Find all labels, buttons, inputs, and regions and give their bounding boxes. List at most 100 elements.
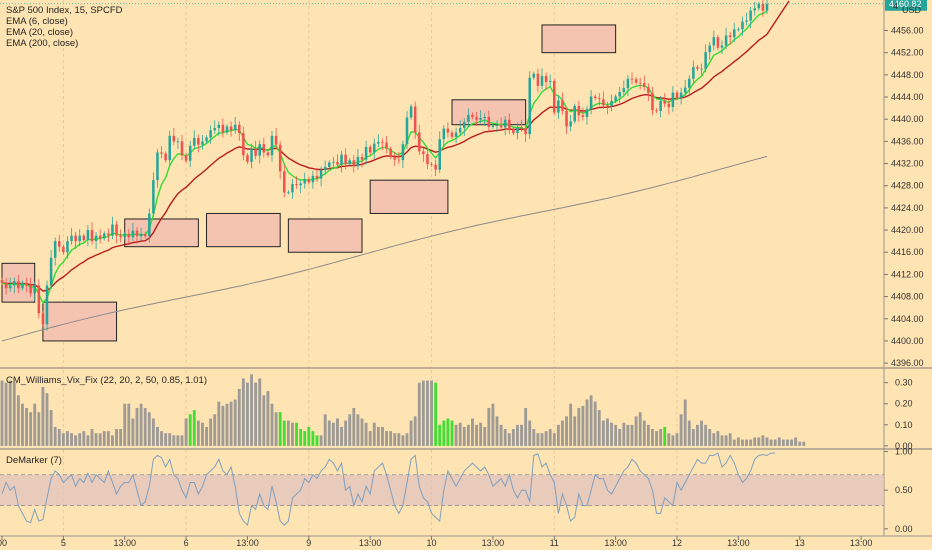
candle-body — [606, 105, 609, 107]
vix-bar — [86, 435, 90, 446]
candle-body — [467, 114, 470, 122]
vix-bar — [344, 420, 348, 446]
candle-body — [340, 154, 343, 165]
vix-bar — [487, 407, 491, 446]
time-tick-label: 13:00 — [604, 538, 627, 548]
vix-bar — [331, 422, 335, 446]
candle-body — [360, 156, 364, 160]
candle-body — [454, 132, 458, 137]
candle-body — [737, 29, 740, 31]
vix-bar — [94, 433, 98, 446]
candle-body — [258, 144, 261, 156]
candle-body — [307, 179, 311, 183]
vix-bar — [131, 418, 135, 446]
candle-body — [152, 180, 155, 214]
time-tick-label: 9 — [306, 538, 311, 548]
candle-body — [536, 73, 540, 86]
vix-bar — [569, 403, 573, 446]
vix-bar — [82, 431, 86, 446]
vix-bar — [536, 433, 540, 446]
vix-bar — [266, 391, 270, 446]
candle-body — [458, 128, 462, 133]
vix-bar — [270, 403, 274, 446]
vix-bar — [646, 424, 650, 446]
candle-body — [634, 79, 638, 83]
vix-bar — [724, 435, 728, 446]
candle-body — [62, 246, 65, 253]
vix-bar — [421, 380, 425, 446]
candle-body — [540, 75, 544, 86]
vix-bar — [389, 431, 393, 446]
vix-bar — [250, 374, 253, 446]
vix-bar — [786, 439, 789, 446]
candle-body — [8, 285, 12, 289]
time-tick-label: 13:00 — [850, 538, 873, 548]
candle-body — [528, 77, 531, 135]
candle-body — [638, 82, 642, 84]
candle-body — [221, 124, 225, 133]
vix-bar — [209, 418, 213, 446]
vix-bar — [385, 431, 388, 446]
vix-bar — [548, 429, 552, 446]
candle-body — [688, 78, 691, 88]
candle-body — [209, 130, 212, 138]
vix-bar — [327, 420, 331, 446]
vix-bar — [475, 424, 478, 446]
vix-bar — [700, 420, 703, 446]
price-tick-label: 4448.00 — [891, 70, 924, 80]
candle-body — [483, 116, 486, 119]
candle-body — [573, 105, 576, 122]
vix-bar — [352, 407, 356, 446]
candle-body — [180, 141, 184, 156]
candle-body — [233, 124, 237, 131]
candle-body — [438, 139, 441, 170]
vix-bar — [544, 431, 548, 446]
vix-bar — [552, 433, 556, 446]
candle-body — [655, 110, 658, 112]
candle-body — [577, 105, 581, 116]
price-tick-label: 4456.00 — [891, 25, 924, 35]
vix-bar — [732, 439, 736, 446]
vix-bar — [258, 378, 262, 446]
candle-body — [373, 143, 376, 153]
candle-body — [683, 87, 687, 93]
candle-body — [614, 96, 617, 101]
candle-body — [450, 132, 454, 137]
vix-bar — [798, 441, 802, 446]
candle-body — [328, 162, 331, 167]
candle-body — [520, 127, 523, 129]
vix-bar — [8, 380, 12, 446]
candle-body — [532, 73, 536, 78]
candle-body — [225, 126, 229, 133]
demarker-tick-label: 0.50 — [895, 485, 913, 495]
vix-bar — [573, 416, 577, 446]
candle-body — [74, 235, 77, 242]
candle-body — [667, 103, 671, 107]
candle-body — [98, 235, 102, 239]
vix-bar — [381, 426, 384, 446]
vix-bar — [241, 378, 245, 446]
vix-bar — [205, 426, 208, 446]
candle-body — [193, 138, 196, 146]
price-tick-label: 4440.00 — [891, 114, 924, 124]
vix-bar — [201, 422, 204, 446]
vix-bar — [348, 414, 352, 446]
candle-body — [37, 285, 41, 314]
candle-body — [344, 154, 347, 165]
time-tick-label: 13:00 — [482, 538, 505, 548]
vix-bar — [626, 424, 630, 446]
vix-bar — [303, 431, 307, 446]
candle-body — [4, 282, 8, 289]
candle-body — [45, 285, 49, 325]
vix-bar — [192, 410, 196, 446]
candle-body — [385, 142, 388, 149]
candle-body — [184, 155, 188, 161]
candle-body — [413, 106, 417, 133]
vix-bar — [98, 433, 102, 446]
vix-bar — [401, 435, 405, 446]
candle-body — [679, 92, 683, 99]
vix-bar — [757, 437, 761, 446]
time-tick-label: 13:00 — [359, 538, 382, 548]
